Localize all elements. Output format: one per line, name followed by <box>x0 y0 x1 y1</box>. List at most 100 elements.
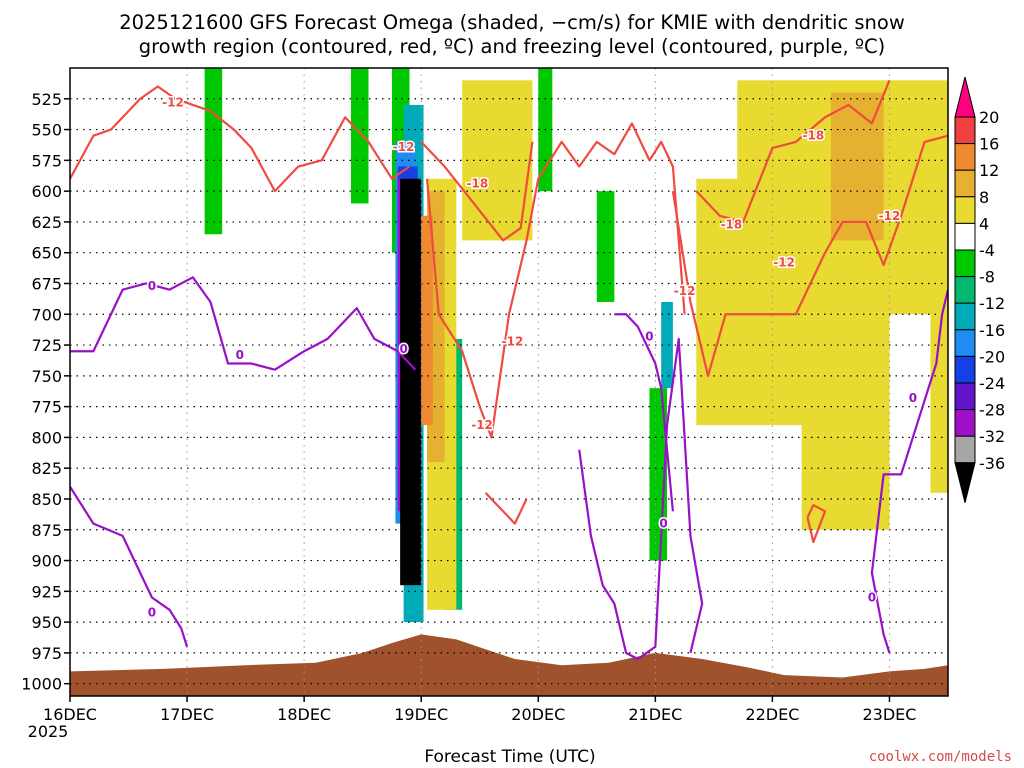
y-tick-label: 950 <box>31 613 62 632</box>
y-tick-label: 1000 <box>21 675 62 694</box>
freezing-level-contour <box>870 289 948 654</box>
colorbar-top-arrow <box>954 76 976 118</box>
colorbar-swatch <box>954 116 976 145</box>
contour-label: -12 <box>674 284 696 298</box>
colorbar-swatch <box>954 276 976 304</box>
x-tick-label: 17DEC <box>160 705 214 724</box>
omega-shading <box>204 68 948 623</box>
contour-label: -12 <box>502 334 524 348</box>
contour-label: 0 <box>909 391 917 405</box>
contour-label: 0 <box>399 342 407 356</box>
colorbar-swatch <box>954 222 976 251</box>
omega-shade-region <box>596 191 615 302</box>
contour-labels: -12 -12 -18 -12 -12 -12 -18 -18 -12 -12 0 0 0 0 0 0 0 0 <box>146 94 918 621</box>
colorbar-swatch <box>954 302 976 331</box>
y-tick-label: 675 <box>31 274 62 293</box>
contour-label: 0 <box>236 348 244 362</box>
colorbar-label: -32 <box>979 427 1005 446</box>
contour-label: -12 <box>773 256 795 270</box>
colorbar-label: -4 <box>979 241 995 260</box>
y-tick-label: 775 <box>31 398 62 417</box>
contour-label: 0 <box>645 329 653 343</box>
colorbar-swatch <box>954 196 976 224</box>
contour-label: 0 <box>148 605 156 619</box>
x-tick-label: 16DEC <box>43 705 97 724</box>
grid-lines <box>70 68 948 696</box>
y-tick-label: 725 <box>31 336 62 355</box>
colorbar-label: -28 <box>979 401 1005 420</box>
y-tick-label: 625 <box>31 213 62 232</box>
y-tick-label: 875 <box>31 521 62 540</box>
contour-label: -18 <box>721 217 743 231</box>
dendritic-growth-contour <box>425 122 686 439</box>
colorbar-label: -8 <box>979 268 995 287</box>
colorbar-label: 20 <box>979 108 999 127</box>
contour-label: -12 <box>162 95 184 109</box>
colorbar-swatch <box>954 355 976 384</box>
colorbar-label: -36 <box>979 454 1005 473</box>
colorbar-bottom-arrow <box>954 462 976 503</box>
omega-shade-region <box>661 301 673 389</box>
dendritic-growth-contour <box>806 504 827 544</box>
contour-label: -18 <box>467 177 489 191</box>
omega-shade-region <box>400 178 422 586</box>
freezing-level-contour <box>70 276 417 371</box>
dendritic-growth-contour <box>671 134 948 377</box>
colorbar-swatch <box>954 329 976 357</box>
y-tick-label: 600 <box>31 182 62 201</box>
x-axis-title: Forecast Time (UTC) <box>424 747 595 767</box>
freezing-level-contour <box>578 337 704 661</box>
colorbar-swatch <box>954 143 976 171</box>
y-tick-label: 800 <box>31 428 62 447</box>
terrain-surface <box>70 634 948 696</box>
colorbar-label: -12 <box>979 294 1005 313</box>
x-tick-label: 18DEC <box>277 705 331 724</box>
omega-shade-region <box>350 68 369 204</box>
x-tick-label: 22DEC <box>745 705 799 724</box>
colorbar-swatch <box>954 382 976 411</box>
dendritic-growth-contour <box>484 492 528 525</box>
dendritic-growth-contour <box>70 85 411 193</box>
freezing-level-contour <box>614 313 674 512</box>
omega-shade-region <box>801 301 890 530</box>
x-tick-label: 21DEC <box>628 705 682 724</box>
plot-frame <box>69 67 949 697</box>
colorbar-swatch <box>954 169 976 198</box>
y-tick-label: 525 <box>31 90 62 109</box>
colorbar: 20 16 12 8 4 -4 -8 -12 -16 -20 -24 -28 -32 -36 <box>954 76 1005 503</box>
omega-shade-region <box>930 314 948 493</box>
dendritic-growth-contour <box>420 141 534 242</box>
colorbar-label: -20 <box>979 347 1005 366</box>
y-tick-label: 925 <box>31 582 62 601</box>
colorbar-label: 8 <box>979 188 989 207</box>
y-tick-label: 650 <box>31 244 62 263</box>
colorbar-label: 12 <box>979 161 999 180</box>
omega-shade-region <box>204 68 223 235</box>
colorbar-swatch <box>954 249 976 278</box>
y-axis: 525 550 575 600 625 650 675 700 725 750 775 800 825 8… <box>21 90 70 694</box>
y-tick-label: 750 <box>31 367 62 386</box>
credit-link[interactable]: coolwx.com/models <box>869 749 1012 765</box>
colorbar-label: 4 <box>979 214 989 233</box>
y-tick-label: 900 <box>31 552 62 571</box>
y-tick-label: 575 <box>31 151 62 170</box>
contour-label: -18 <box>803 129 825 143</box>
colorbar-label: -16 <box>979 321 1005 340</box>
colorbar-swatch <box>954 409 976 437</box>
x-tick-label: 19DEC <box>394 705 448 724</box>
x-tick-label: 20DEC <box>511 705 565 724</box>
colorbar-label: 16 <box>979 135 999 154</box>
contour-label: 0 <box>148 279 156 293</box>
terrain-layer <box>70 634 948 696</box>
y-tick-label: 975 <box>31 644 62 663</box>
chart-title-line-2: growth region (contoured, red, ºC) and f… <box>139 35 886 58</box>
x-axis: 16DEC 17DEC 18DEC 19DEC 20DEC 21DEC 22DEC 23DEC <box>43 696 916 724</box>
dendritic-growth-contour <box>695 79 891 224</box>
y-tick-label: 850 <box>31 490 62 509</box>
contour-label: 0 <box>659 517 667 531</box>
x-year-label: 2025 <box>28 722 69 741</box>
colorbar-swatch <box>954 435 976 464</box>
contour-lines <box>70 79 948 661</box>
y-tick-label: 825 <box>31 459 62 478</box>
x-tick-label: 23DEC <box>862 705 916 724</box>
